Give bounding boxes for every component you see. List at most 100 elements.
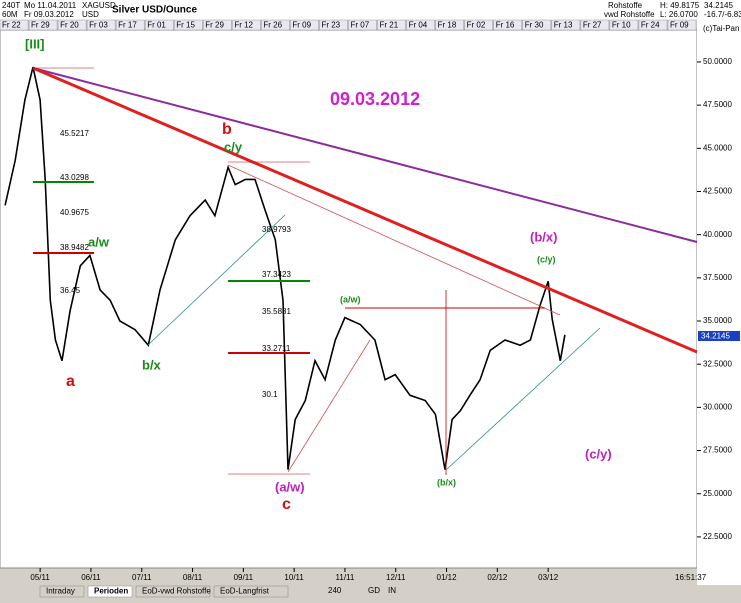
y-tick-label: 37.5000 [703, 273, 732, 282]
date-tab-label[interactable]: Fr 12 [234, 21, 253, 30]
date-tab [0, 19, 29, 31]
x-tick-label: 08/11 [183, 573, 203, 582]
last-price: 34.2145 [701, 332, 730, 341]
x-tick-label: 07/11 [132, 573, 152, 582]
date-tab-label[interactable]: Fr 20 [60, 21, 79, 30]
date-tab [232, 19, 261, 31]
date-tab-label[interactable]: Fr 27 [583, 21, 602, 30]
x-tick-label: 02/12 [487, 573, 508, 582]
period: 240T [2, 1, 20, 10]
footer-tab[interactable] [135, 585, 211, 598]
x-tick-label: 06/11 [81, 573, 101, 582]
date-tab-label[interactable]: Fr 21 [380, 21, 399, 30]
date-tab [580, 19, 610, 31]
fib-label: 36.45 [60, 286, 81, 295]
wave-label: a [66, 373, 75, 390]
wave-label: (c/y) [585, 446, 612, 461]
footer-tab-label[interactable]: Perioden [94, 587, 128, 596]
wave-label: [III] [25, 36, 45, 51]
date-tab [377, 19, 406, 31]
date-tab-label[interactable]: Fr 13 [554, 21, 573, 30]
date-tab [290, 19, 319, 31]
date-tab [261, 19, 290, 31]
fib-label: 38.9482 [60, 243, 89, 252]
footer-tab-label[interactable]: EoD-Langfrist [220, 587, 270, 596]
trendline [32, 67, 698, 243]
y-tick-label: 47.5000 [703, 100, 732, 109]
footer-tab-label[interactable]: EoD-vwd Rohstoffe [142, 587, 211, 596]
date-tab-label[interactable]: Fr 04 [409, 21, 428, 30]
date-tab-label[interactable]: Fr 07 [351, 21, 370, 30]
date-tab-label[interactable]: Fr 10 [612, 21, 631, 30]
date-tab [86, 19, 116, 31]
date-tab-label[interactable]: Fr 02 [467, 21, 486, 30]
date-tab-label[interactable]: Fr 17 [118, 21, 137, 30]
date-tab-label[interactable]: Fr 03 [89, 21, 108, 30]
date-tab [348, 19, 377, 31]
y-tick-label: 50.0000 [703, 57, 732, 66]
date-tab [406, 19, 435, 31]
clock: 16:51:37 [675, 573, 707, 582]
date-tab [609, 19, 639, 31]
group: Rohstoffe [608, 1, 643, 10]
date-tab-label[interactable]: Fr 01 [147, 21, 166, 30]
high: H: 49.8175 [660, 1, 700, 10]
date-tab-label[interactable]: Fr 24 [641, 21, 660, 30]
wave-label: (a/w) [340, 294, 361, 304]
wave-label: (b/x) [437, 477, 456, 487]
date-tab-label[interactable]: Fr 30 [525, 21, 544, 30]
date-tab-label[interactable]: Fr 23 [321, 21, 340, 30]
date-tab [144, 19, 174, 31]
axis-area [697, 20, 741, 585]
date-tab [464, 19, 493, 31]
in-button[interactable]: IN [388, 586, 396, 595]
y-tick-label: 32.5000 [703, 359, 732, 368]
date-tab-label[interactable]: Fr 16 [496, 21, 515, 30]
date-tab-label[interactable]: Fr 15 [176, 21, 195, 30]
date-tab [115, 19, 145, 31]
date-tab-label[interactable]: Fr 29 [31, 21, 50, 30]
date-tab [493, 19, 523, 31]
footer-tab[interactable] [213, 585, 289, 598]
date-tab-label[interactable]: Fr 18 [438, 21, 457, 30]
fib-label: 45.5217 [60, 129, 89, 138]
date-tab [57, 19, 87, 31]
date-tab-label[interactable]: Fr 09 [670, 21, 689, 30]
fib-label: 35.5881 [262, 307, 291, 316]
gd-button[interactable]: GD [368, 586, 380, 595]
date-tab [551, 19, 581, 31]
to-date: Fr 09.03.2012 [24, 10, 74, 19]
x-tick-label: 05/11 [30, 573, 50, 582]
date-tab [319, 19, 348, 31]
source: vwd Rohstoffe [604, 10, 655, 19]
y-tick-label: 45.0000 [703, 143, 732, 152]
date-tab [522, 19, 552, 31]
trendline [32, 66, 698, 354]
date-tab [174, 19, 203, 31]
channel-line [147, 214, 286, 346]
footer-tab[interactable] [87, 585, 133, 598]
wave-label: b/x [142, 357, 162, 372]
date-tab-label[interactable]: Fr 29 [205, 21, 224, 30]
footer-tab[interactable] [39, 585, 85, 598]
interval: 60M [2, 10, 18, 19]
footer-tab-label[interactable]: Intraday [46, 587, 75, 596]
y-tick-label: 35.0000 [703, 316, 732, 325]
date-tab [667, 19, 697, 31]
copyright: (c)Tai-Pan [703, 24, 739, 33]
date-tab [638, 19, 668, 31]
date-tab-label[interactable]: Fr 09 [292, 21, 311, 30]
date-tab-label[interactable]: Fr 26 [263, 21, 282, 30]
wave-label: b [222, 121, 232, 138]
fib-label: 40.9675 [60, 208, 89, 217]
x-tick-label: 03/12 [538, 573, 559, 582]
y-tick-label: 22.5000 [703, 532, 732, 541]
wave-label: (c/y) [537, 254, 556, 264]
fib-label: 38.9793 [262, 225, 291, 234]
resolution[interactable]: 240 [328, 586, 342, 595]
date-tab-label[interactable]: Fr 22 [2, 21, 21, 30]
date-annotation: 09.03.2012 [330, 89, 420, 109]
fib-label: 30.1 [262, 390, 278, 399]
